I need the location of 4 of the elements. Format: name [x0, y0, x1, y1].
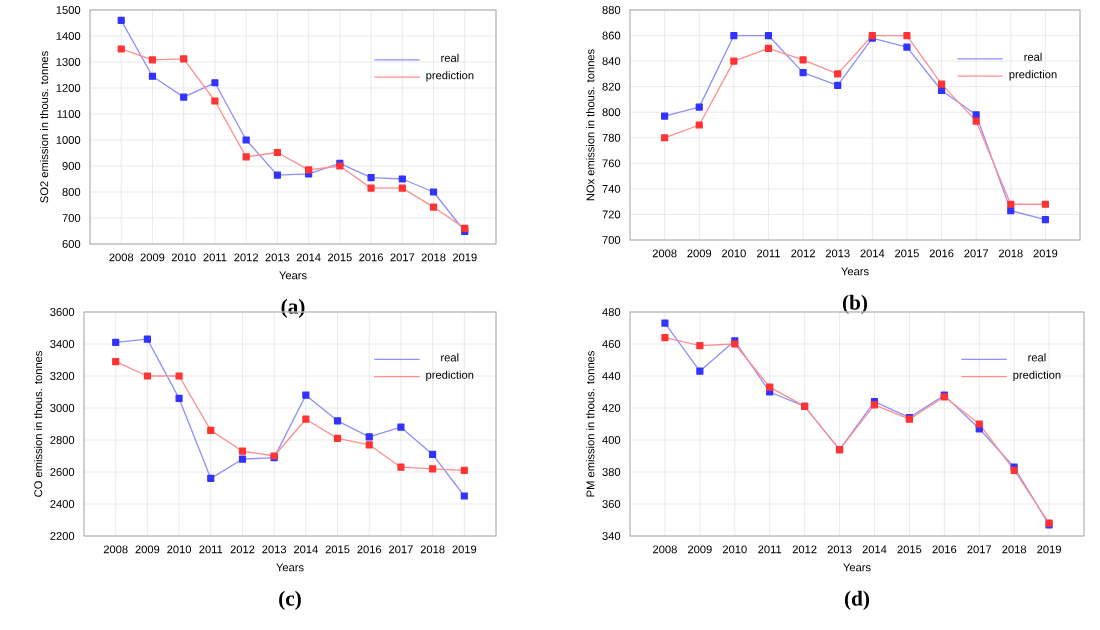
- annotation: (a): [281, 298, 305, 319]
- text: (d): [844, 590, 870, 611]
- text: (c): [279, 590, 301, 611]
- annotation: (b): [842, 294, 868, 315]
